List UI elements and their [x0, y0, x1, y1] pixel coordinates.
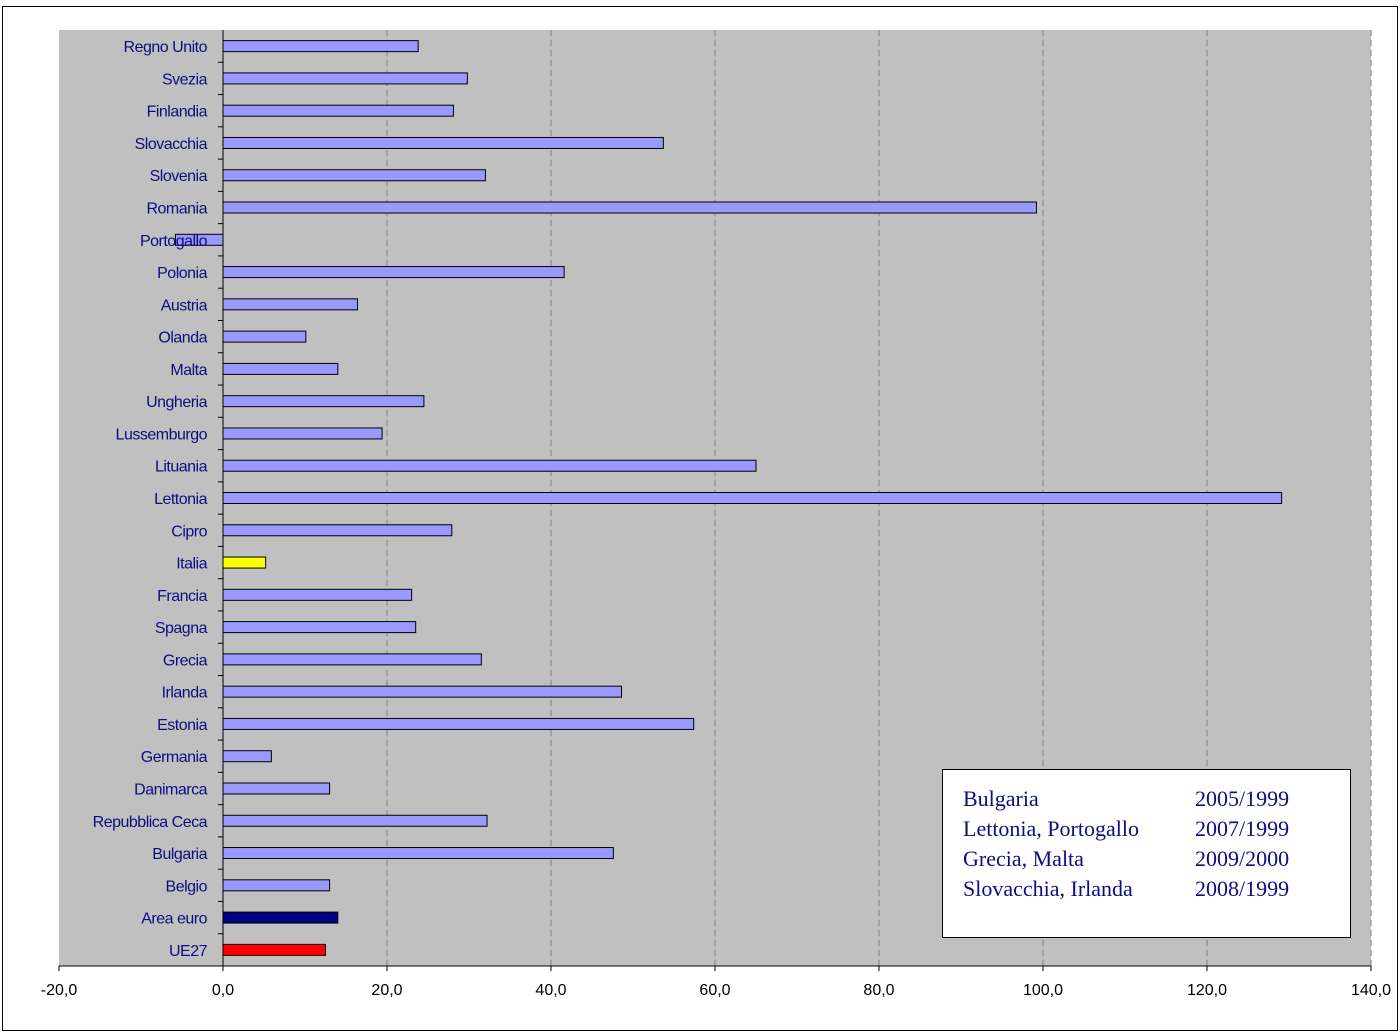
category-label: Lettonia [154, 491, 208, 508]
category-label: Grecia [163, 652, 208, 669]
bar [222, 136, 664, 149]
category-label: Belgio [166, 878, 208, 895]
category-label: Francia [157, 588, 207, 605]
category-label: Lussemburgo [116, 426, 208, 443]
x-tick-label: 40,0 [535, 982, 566, 999]
legend-row: Grecia, Malta 2009/2000 [963, 844, 1350, 874]
category-labels: UE27 Area euro Belgio Bulgaria Repubblica Ce… [93, 39, 208, 960]
category-label: Slovenia [150, 168, 208, 185]
category-label: UE27 [169, 943, 208, 960]
bar [222, 588, 413, 601]
bar [222, 104, 454, 117]
bar [174, 233, 224, 246]
legend-row: Lettonia, Portogallo 2007/1999 [963, 814, 1350, 844]
bar [222, 459, 757, 472]
legend-period: 2007/1999 [1195, 816, 1290, 841]
bar [222, 427, 383, 440]
category-label: Olanda [158, 330, 207, 347]
bar [222, 201, 1037, 214]
legend-countries: Grecia, Malta [963, 846, 1084, 871]
legend-row: Bulgaria 2005/1999 [963, 784, 1350, 814]
legend-countries: Slovacchia, Irlanda [963, 876, 1133, 901]
bar [222, 524, 453, 537]
bars [174, 40, 1283, 956]
bar [222, 621, 417, 634]
x-tick-labels: -20,0 0,0 20,0 40,0 60,0 80,0 100,0 120,0 140,0 [41, 982, 1391, 999]
bar [222, 847, 614, 860]
category-label: Area euro [141, 911, 207, 928]
category-label: Polonia [157, 265, 207, 282]
bar [222, 782, 331, 795]
x-tick-label: 80,0 [863, 982, 894, 999]
bar [222, 750, 272, 763]
bar [222, 685, 623, 698]
x-tick-label: -20,0 [41, 982, 78, 999]
category-label: Estonia [157, 717, 207, 734]
category-label: Danimarca [134, 781, 207, 798]
category-label: Austria [161, 297, 208, 314]
bar [222, 40, 419, 53]
category-label: Svezia [162, 71, 208, 88]
bar [222, 395, 425, 408]
bar [222, 330, 307, 343]
bar [222, 492, 1283, 504]
legend-period: 2008/1999 [1195, 876, 1290, 901]
legend-period: 2009/2000 [1195, 846, 1290, 871]
legend-box: Bulgaria 2005/1999 Lettonia, Portogallo … [942, 769, 1351, 938]
x-tick-label: 140,0 [1351, 982, 1391, 999]
bar [222, 911, 339, 924]
bar [222, 266, 565, 279]
category-label: Spagna [155, 620, 208, 637]
category-label: Malta [170, 362, 207, 379]
x-tick-label: 0,0 [212, 982, 234, 999]
category-label: Cipro [171, 523, 207, 540]
bar [222, 879, 331, 892]
bar [222, 653, 482, 666]
x-tick-label: 100,0 [1023, 982, 1063, 999]
category-label: Irlanda [162, 685, 208, 702]
category-label: Slovacchia [135, 136, 208, 153]
legend-countries: Bulgaria [963, 786, 1039, 811]
legend-row: Slovacchia, Irlanda 2008/1999 [963, 874, 1350, 904]
category-label: Portogallo [140, 233, 208, 250]
x-tick-label: 120,0 [1187, 982, 1227, 999]
bar [222, 362, 339, 375]
category-label: Romania [146, 201, 207, 218]
bar [222, 943, 326, 956]
category-label: Repubblica Ceca [93, 814, 208, 831]
x-tick-label: 20,0 [371, 982, 402, 999]
legend-period: 2005/1999 [1195, 786, 1290, 811]
bar [222, 717, 695, 730]
legend-countries: Lettonia, Portogallo [963, 816, 1139, 841]
category-label: Lituania [155, 459, 208, 476]
category-label: Germania [141, 749, 208, 766]
x-tick-label: 60,0 [699, 982, 730, 999]
bar [222, 169, 486, 182]
category-label: Regno Unito [124, 39, 208, 56]
bar [222, 72, 468, 85]
bar [222, 814, 488, 827]
bar [222, 298, 358, 311]
category-label: Italia [176, 556, 207, 573]
category-label: Finlandia [147, 104, 208, 121]
bar [222, 556, 267, 569]
category-label: Ungheria [146, 394, 208, 411]
category-label: Bulgaria [152, 846, 207, 863]
